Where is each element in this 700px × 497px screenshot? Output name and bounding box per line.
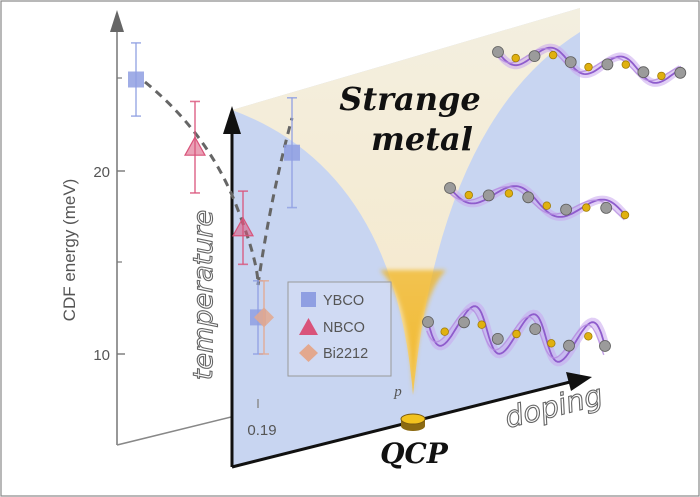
atom-chain-3	[422, 301, 611, 367]
atom-gray	[492, 46, 504, 58]
atom-gray	[529, 323, 542, 336]
atom-gold	[621, 60, 630, 69]
strange-metal-label-line2: metal	[371, 120, 473, 158]
atom-gray	[422, 316, 434, 328]
y-tick-label-10: 10	[93, 347, 110, 364]
atom-gold	[511, 53, 520, 63]
atom-gold	[504, 189, 514, 198]
atom-gray	[444, 182, 456, 194]
y-tick-label-20: 20	[93, 164, 110, 181]
strange-metal-label-line1: Strange	[339, 80, 480, 118]
triangle-marker	[183, 135, 207, 156]
strange-metal-region	[232, 8, 580, 395]
data-point-nbco	[231, 190, 255, 266]
diamond-marker	[254, 307, 274, 328]
atom-gold	[584, 332, 593, 341]
cdf-plot-overlay: 0.19 p YBCO NBCO Bi2212	[128, 42, 402, 439]
square-marker	[284, 144, 300, 161]
charge-density-illustrations	[422, 43, 687, 367]
atom-gold	[548, 50, 558, 60]
wave-line-secondary	[426, 308, 605, 359]
atom-gray	[491, 332, 504, 345]
legend-ybco: YBCO	[323, 293, 364, 309]
atom-chain-1	[492, 43, 687, 87]
atom-gray	[601, 58, 614, 71]
atom-gold	[657, 71, 666, 81]
legend-nbco: NBCO	[323, 320, 365, 336]
p-label: p	[393, 384, 402, 400]
data-point-ybco	[128, 42, 144, 117]
cdf-plot: 20 10 CDF energy (meV)	[60, 10, 420, 446]
atom-chain-2	[444, 182, 630, 221]
atom-gray	[563, 339, 575, 352]
data-point-bi2212	[254, 279, 274, 355]
atom-gold	[440, 327, 449, 336]
y-axis-arrow	[110, 10, 124, 32]
atom-gold	[512, 329, 521, 339]
atom-gray	[674, 66, 687, 79]
atom-gold	[464, 190, 473, 200]
legend-square-marker	[301, 292, 316, 307]
atom-gray	[458, 316, 470, 329]
legend-diamond-marker	[299, 344, 318, 362]
triangle-marker	[231, 216, 255, 237]
data-point-nbco	[183, 100, 207, 194]
legend-triangle-marker	[299, 318, 318, 335]
atom-gray	[528, 50, 541, 62]
atom-gold	[582, 203, 591, 212]
atom-gold	[620, 210, 630, 220]
square-marker	[128, 71, 144, 88]
legend-bi2212: Bi2212	[323, 346, 368, 362]
atom-gold	[542, 201, 551, 210]
doping-axis-arrow	[566, 372, 592, 391]
dashed-trend-left	[144, 80, 260, 286]
atom-gray	[564, 56, 577, 68]
data-point-ybco	[284, 97, 300, 209]
qcp-label: QCP	[380, 437, 449, 470]
atom-gray	[522, 191, 535, 204]
wave-line-secondary	[448, 185, 625, 221]
atom-gold	[584, 62, 593, 72]
qcp-marker	[400, 413, 426, 431]
atom-gray	[482, 189, 495, 202]
temperature-axis-arrow	[223, 106, 241, 134]
atom-gray	[599, 340, 611, 352]
atom-gold	[547, 339, 556, 348]
atom-gray	[600, 201, 613, 214]
atom-gold	[477, 320, 486, 329]
y-axis-title: CDF energy (meV)	[60, 179, 79, 322]
dashed-trend-right	[256, 117, 294, 286]
qcp-glow	[380, 270, 446, 395]
x-tick-label-019: 0.19	[247, 422, 276, 439]
atom-gray	[560, 203, 572, 216]
temperature-label: temperature	[188, 210, 219, 380]
legend: YBCO NBCO Bi2212	[287, 281, 392, 377]
atom-gray	[637, 66, 650, 79]
data-points	[128, 42, 300, 355]
